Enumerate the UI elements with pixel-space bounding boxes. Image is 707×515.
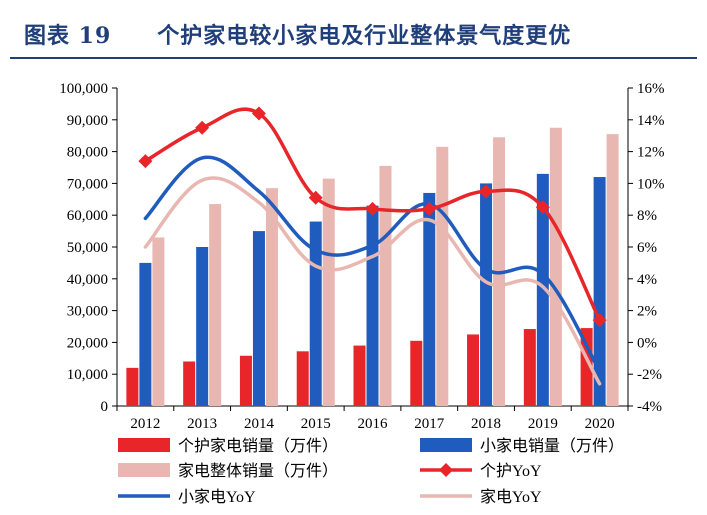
x-tick-label: 2020 — [585, 416, 615, 432]
bar-small-appliance — [536, 173, 549, 406]
bar-personal-care — [239, 355, 252, 406]
bar-appliance-total — [322, 178, 335, 406]
bar-small-appliance — [593, 177, 606, 406]
bar-small-appliance — [139, 262, 152, 406]
marker-personal-care-yoy — [251, 106, 266, 121]
x-tick-label: 2016 — [358, 416, 389, 432]
title-rule — [10, 57, 697, 59]
right-tick-label: 2% — [637, 304, 657, 320]
right-tick-label: 4% — [637, 272, 657, 288]
bar-appliance-total — [152, 237, 165, 406]
legend-personal-care-yoy-label: 个护YoY — [480, 462, 542, 480]
bar-appliance-total — [265, 188, 278, 406]
left-tick-label: 10,000 — [67, 367, 108, 383]
legend-appliance-yoy-label: 家电YoY — [480, 488, 542, 506]
marker-personal-care-yoy — [479, 184, 494, 199]
line-small-appliance-yoy — [143, 155, 602, 373]
marker-personal-care-yoy — [592, 313, 607, 328]
bar-personal-care — [580, 328, 593, 406]
bar-appliance-total — [549, 127, 562, 406]
x-tick-label: 2014 — [244, 416, 275, 432]
bar-personal-care — [183, 361, 196, 406]
x-tick-label: 2017 — [414, 416, 445, 432]
bar-appliance-total — [209, 204, 222, 406]
marker-personal-care-yoy — [138, 154, 153, 169]
right-tick-label: 8% — [637, 208, 657, 224]
right-tick-label: 14% — [637, 113, 665, 129]
left-tick-label: 50,000 — [67, 240, 108, 256]
right-tick-label: 16% — [637, 81, 665, 97]
chart-title: 图表 19 个护家电较小家电及行业整体景气度更优 — [24, 23, 572, 49]
legend-small-appliance-sales-swatch — [420, 438, 472, 452]
bar-personal-care — [296, 351, 309, 406]
legend-personal-care-yoy-marker — [439, 463, 453, 477]
x-tick-label: 2012 — [130, 416, 160, 432]
line-appliance-yoy — [143, 176, 602, 386]
right-tick-label: 0% — [637, 335, 657, 351]
left-tick-label: 100,000 — [59, 81, 108, 97]
legend-small-appliance-sales-label: 小家电销量（万件） — [480, 437, 624, 455]
bar-personal-care — [126, 367, 139, 406]
bar-small-appliance — [480, 183, 493, 406]
left-tick-label: 90,000 — [67, 113, 108, 129]
right-tick-label: 6% — [637, 240, 657, 256]
legend-appliance-total-sales-label: 家电整体销量（万件） — [178, 462, 338, 480]
x-tick-label: 2015 — [301, 416, 331, 432]
bar-appliance-total — [436, 146, 449, 406]
marker-personal-care-yoy — [422, 201, 437, 216]
bar-appliance-total — [606, 134, 619, 407]
left-tick-label: 80,000 — [67, 145, 108, 161]
legend-personal-care-sales-label: 个护家电销量（万件） — [178, 437, 338, 455]
x-tick-label: 2019 — [528, 416, 558, 432]
x-tick-label: 2013 — [187, 416, 217, 432]
left-tick-label: 0 — [101, 399, 109, 415]
bar-small-appliance — [252, 231, 265, 406]
left-tick-label: 30,000 — [67, 304, 108, 320]
legend-appliance-total-sales-swatch — [118, 463, 170, 477]
x-tick-label: 2018 — [471, 416, 501, 432]
left-tick-label: 70,000 — [67, 176, 108, 192]
legend-small-appliance-yoy-label: 小家电YoY — [178, 488, 256, 506]
left-tick-label: 20,000 — [67, 335, 108, 351]
marker-personal-care-yoy — [308, 190, 323, 205]
marker-personal-care-yoy — [365, 201, 380, 216]
right-tick-label: -2% — [637, 367, 662, 383]
bar-personal-care — [523, 329, 536, 406]
bar-small-appliance — [366, 205, 379, 406]
marker-personal-care-yoy — [535, 200, 550, 215]
bar-personal-care — [467, 334, 480, 406]
bar-personal-care — [410, 340, 423, 406]
right-tick-label: -4% — [637, 399, 662, 415]
right-tick-label: 12% — [637, 145, 665, 161]
bar-personal-care — [353, 345, 366, 406]
marker-personal-care-yoy — [195, 120, 210, 135]
bar-small-appliance — [196, 247, 209, 406]
bar-appliance-total — [379, 165, 392, 406]
legend-personal-care-sales-swatch — [118, 438, 170, 452]
bar-small-appliance — [423, 192, 436, 406]
left-tick-label: 60,000 — [67, 208, 108, 224]
right-tick-label: 10% — [637, 176, 665, 192]
left-tick-label: 40,000 — [67, 272, 108, 288]
